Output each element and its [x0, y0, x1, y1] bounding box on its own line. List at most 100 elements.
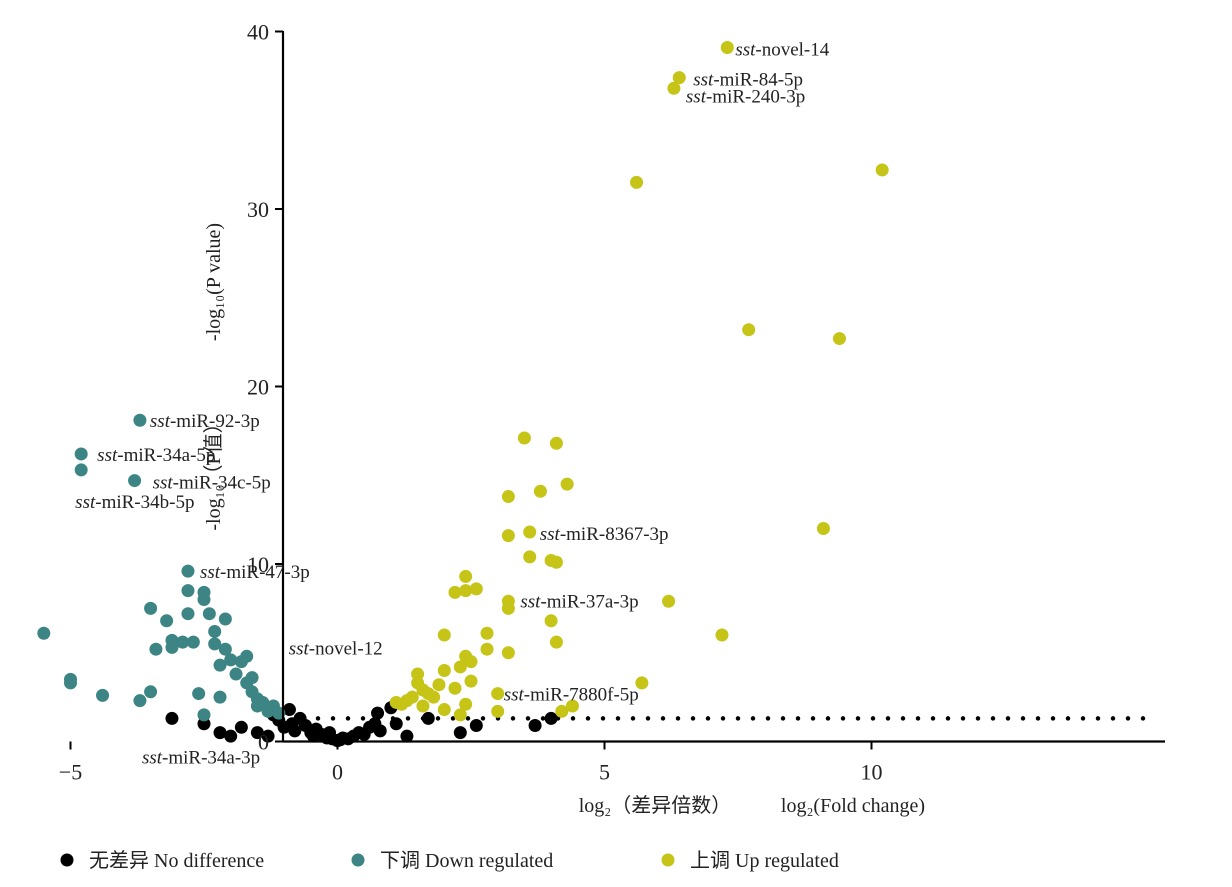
point-up [427, 690, 441, 704]
point-down [64, 676, 77, 690]
point-down [74, 463, 88, 477]
point-up [389, 695, 403, 709]
point-up [523, 525, 537, 539]
point-up [560, 477, 574, 491]
point-up [517, 431, 531, 445]
point-down [133, 694, 147, 708]
axes: 0 10 20 30 40 −5 0 5 10 [59, 20, 1165, 785]
y-axis-title-zh: -log₁₀（P值） [202, 413, 225, 530]
point-up [533, 484, 547, 498]
x-tick-label: 5 [599, 760, 610, 785]
point-up [459, 569, 473, 583]
point-up [544, 614, 558, 628]
point-down [37, 626, 51, 640]
x-axis-title-en: log₂(Fold change) [781, 795, 925, 817]
y-tick-label: 10 [247, 552, 269, 577]
point-up [630, 175, 644, 189]
point-none [282, 703, 296, 717]
point-up [523, 550, 537, 564]
point-down [186, 635, 200, 649]
legend-marker [661, 853, 675, 867]
point-up [437, 703, 451, 717]
legend-item-down: 下调 Down regulated [351, 849, 553, 872]
point-up [491, 704, 505, 718]
point-annotation: sst-miR-240-3p [686, 86, 805, 107]
legend-label: 下调 Down regulated [380, 849, 553, 872]
point-down [128, 474, 142, 488]
point-up [437, 628, 451, 642]
point-none [400, 729, 414, 743]
axis-titles: log₂（差异倍数） log₂(Fold change) -log₁₀（P值） -lo… [202, 223, 925, 817]
point-down [181, 607, 195, 621]
point-up [469, 582, 483, 596]
point-down [96, 688, 110, 702]
point-up [549, 635, 563, 649]
point-down [208, 637, 222, 651]
legend-marker [60, 853, 74, 867]
point-up [667, 81, 681, 95]
point-up [448, 585, 462, 599]
legend-marker [351, 853, 365, 867]
point-up [555, 704, 569, 718]
point-down [229, 667, 243, 681]
point-up [437, 664, 451, 677]
point-down [165, 640, 179, 654]
x-axis-title-zh: log₂（差异倍数） [579, 794, 732, 817]
point-annotation: sst-miR-84-5p [693, 70, 803, 91]
series-down [37, 413, 286, 722]
x-tick-label: −5 [59, 760, 82, 785]
point-down [218, 612, 232, 626]
y-axis-title-en: -log₁₀(P value) [203, 223, 225, 341]
point-down [218, 642, 232, 656]
point-down [245, 671, 259, 685]
point-down [197, 708, 211, 722]
point-none [528, 719, 542, 733]
point-none [250, 726, 264, 740]
point-annotation: sst-miR-37a-3p [520, 591, 638, 612]
point-down [202, 607, 216, 621]
series-up [389, 40, 889, 722]
point-up [549, 555, 563, 569]
point-up [549, 436, 563, 450]
x-tick-label: 10 [861, 760, 883, 785]
point-down [213, 658, 227, 672]
point-up [480, 642, 494, 656]
point-down [144, 601, 158, 615]
legend-item-up: 上调 Up regulated [661, 849, 839, 872]
point-up [501, 490, 515, 504]
point-annotation: sst-miR-7880f-5p [504, 685, 639, 706]
point-up [816, 522, 830, 535]
point-up [742, 323, 756, 337]
point-down [213, 690, 227, 704]
point-annotation: sst-miR-47-3p [200, 562, 310, 583]
point-up [672, 71, 686, 85]
legend: 无差异 No difference 下调 Down regulated 上调 Up … [60, 849, 839, 872]
point-up [832, 332, 846, 346]
point-annotation: sst-miR-92-3p [150, 411, 260, 432]
point-up [480, 626, 494, 640]
legend-label: 上调 Up regulated [690, 849, 839, 872]
y-tick-label: 40 [247, 20, 269, 45]
point-none [373, 724, 387, 738]
point-down [181, 584, 195, 598]
point-up [464, 655, 478, 669]
point-none [371, 706, 385, 720]
point-down [197, 593, 211, 606]
point-up [662, 594, 676, 608]
point-up [875, 163, 889, 177]
y-tick-label: 20 [247, 375, 269, 400]
y-tick-label: 0 [258, 730, 269, 755]
point-up [448, 681, 462, 695]
point-up [491, 687, 505, 701]
point-none [288, 724, 302, 738]
point-up [459, 584, 473, 598]
point-annotation: sst-miR-8367-3p [540, 524, 669, 545]
point-up [565, 699, 579, 713]
point-down [192, 687, 206, 701]
point-up [501, 529, 515, 543]
point-up [453, 660, 467, 674]
point-annotation: sst-novel-14 [735, 39, 829, 60]
